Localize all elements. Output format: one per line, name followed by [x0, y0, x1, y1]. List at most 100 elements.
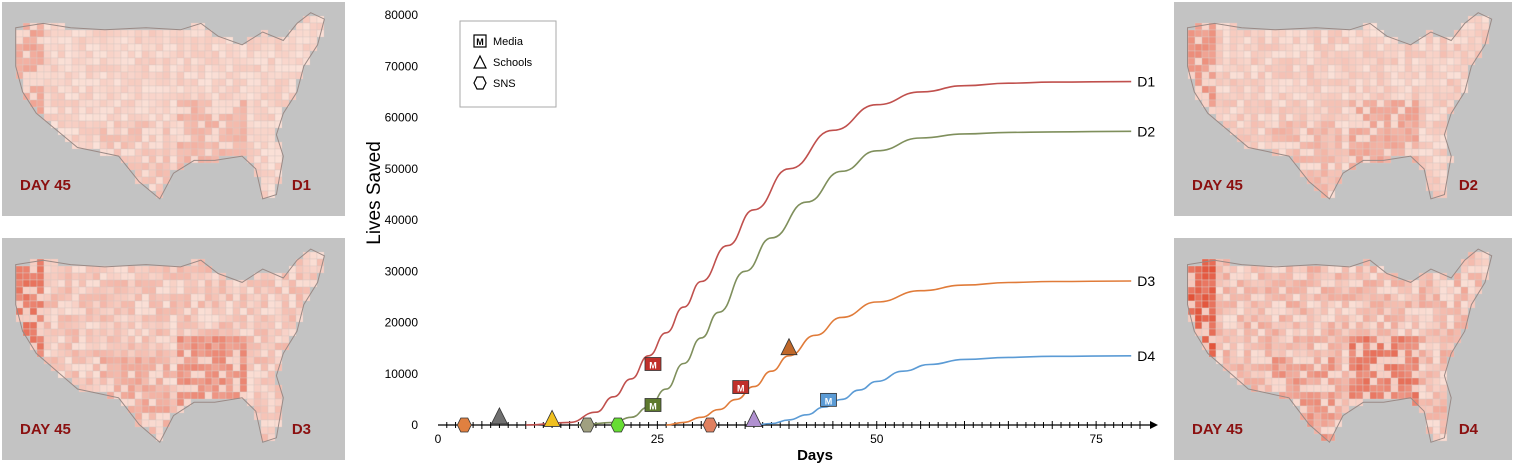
county-cell	[57, 314, 66, 323]
county-cell	[36, 50, 45, 59]
county-cell	[1243, 349, 1252, 358]
county-cell	[1187, 300, 1196, 309]
county-cell	[148, 141, 157, 150]
county-cell	[246, 64, 255, 73]
county-cell	[176, 71, 185, 80]
county-cell	[1243, 36, 1252, 45]
county-cell	[281, 57, 290, 66]
county-cell	[190, 57, 199, 66]
county-cell	[1236, 328, 1245, 337]
legend-label: Schools	[493, 57, 533, 69]
county-cell	[1460, 272, 1469, 281]
county-cell	[1411, 134, 1420, 143]
county-cell	[1411, 300, 1420, 309]
county-cell	[1397, 363, 1406, 372]
county-cell	[211, 384, 220, 393]
county-cell	[155, 71, 164, 80]
county-cell	[1397, 134, 1406, 143]
county-cell	[99, 99, 108, 108]
county-cell	[57, 349, 66, 358]
county-cell	[1236, 71, 1245, 80]
county-cell	[1383, 314, 1392, 323]
county-cell	[302, 36, 311, 45]
county-cell	[1285, 120, 1294, 129]
county-cell	[1341, 127, 1350, 136]
county-cell	[183, 349, 192, 358]
county-cell	[113, 272, 122, 281]
county-cell	[36, 71, 45, 80]
county-cell	[43, 286, 52, 295]
county-cell	[1313, 265, 1322, 274]
county-cell	[197, 85, 206, 94]
county-cell	[1383, 64, 1392, 73]
county-cell	[43, 29, 52, 38]
county-cell	[1292, 57, 1301, 66]
county-cell	[92, 78, 101, 87]
county-cell	[22, 57, 31, 66]
county-cell	[1425, 426, 1434, 435]
county-cell	[1264, 286, 1273, 295]
county-cell	[1271, 335, 1280, 344]
county-cell	[288, 92, 297, 101]
county-cell	[155, 293, 164, 302]
county-cell	[1243, 300, 1252, 309]
county-cell	[169, 148, 178, 157]
county-cell	[36, 293, 45, 302]
county-cell	[169, 335, 178, 344]
county-cell	[134, 265, 143, 274]
county-cell	[99, 113, 108, 122]
county-cell	[120, 370, 129, 379]
county-cell	[1376, 328, 1385, 337]
county-cell	[260, 419, 269, 428]
county-cell	[267, 314, 276, 323]
county-cell	[1418, 148, 1427, 157]
county-cell	[148, 335, 157, 344]
county-cell	[232, 43, 241, 52]
county-cell	[1257, 328, 1266, 337]
county-cell	[1327, 398, 1336, 407]
county-cell	[204, 120, 213, 129]
county-cell	[162, 279, 171, 288]
county-cell	[36, 36, 45, 45]
county-cell	[1481, 22, 1490, 31]
county-cell	[197, 36, 206, 45]
county-cell	[1341, 155, 1350, 164]
county-cell	[281, 307, 290, 316]
county-cell	[155, 321, 164, 330]
county-cell	[78, 106, 87, 115]
county-cell	[253, 279, 262, 288]
county-cell	[1236, 293, 1245, 302]
county-cell	[253, 64, 262, 73]
county-cell	[1334, 300, 1343, 309]
county-cell	[106, 335, 115, 344]
county-cell	[1397, 57, 1406, 66]
county-cell	[1236, 265, 1245, 274]
county-cell	[36, 57, 45, 66]
county-cell	[1215, 328, 1224, 337]
county-cell	[1313, 148, 1322, 157]
county-cell	[253, 356, 262, 365]
county-cell	[1453, 36, 1462, 45]
county-cell	[1320, 71, 1329, 80]
county-cell	[1278, 335, 1287, 344]
county-cell	[148, 426, 157, 435]
county-cell	[1313, 391, 1322, 400]
county-cell	[1383, 113, 1392, 122]
county-cell	[148, 134, 157, 143]
county-cell	[120, 134, 129, 143]
county-cell	[253, 328, 262, 337]
county-cell	[1418, 64, 1427, 73]
county-cell	[1432, 300, 1441, 309]
county-cell	[92, 377, 101, 386]
county-cell	[155, 190, 164, 199]
county-cell	[267, 92, 276, 101]
county-cell	[1250, 29, 1259, 38]
county-cell	[43, 57, 52, 66]
county-cell	[71, 134, 80, 143]
county-cell	[1362, 78, 1371, 87]
county-cell	[1250, 50, 1259, 59]
county-cell	[1425, 342, 1434, 351]
county-cell	[85, 293, 94, 302]
county-cell	[1278, 328, 1287, 337]
county-cell	[134, 106, 143, 115]
